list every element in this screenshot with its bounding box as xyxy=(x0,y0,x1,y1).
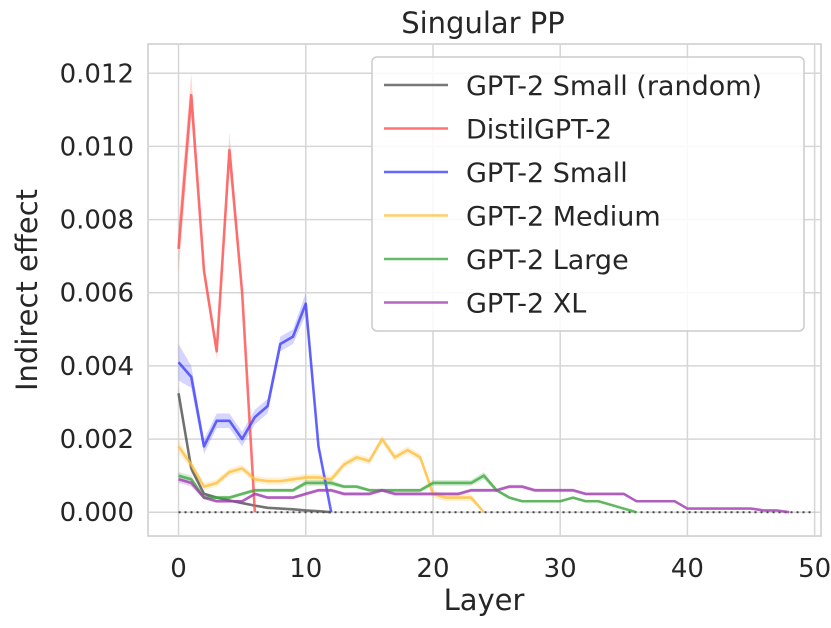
legend: GPT-2 Small (random) DistilGPT-2 GPT-2 Sma… xyxy=(371,56,805,332)
y-axis-ticks: 0.000 0.002 0.004 0.006 0.008 0.010 0.012 xyxy=(60,59,134,528)
x-tick-label: 10 xyxy=(289,554,322,584)
legend-label-gpt-2-medium: GPT-2 Medium xyxy=(466,202,661,233)
line-gpt-2-large xyxy=(178,474,637,514)
line-gpt-2-small xyxy=(177,302,333,513)
y-tick-label: 0.012 xyxy=(60,59,134,89)
y-tick-label: 0.008 xyxy=(60,206,134,236)
series-lines xyxy=(177,93,790,514)
y-tick-label: 0.000 xyxy=(60,498,134,528)
legend-label-gpt-2-small-random: GPT-2 Small (random) xyxy=(466,71,762,102)
x-tick-label: 30 xyxy=(544,554,577,584)
legend-label-gpt-2-small: GPT-2 Small xyxy=(466,158,628,189)
x-tick-label: 0 xyxy=(170,554,187,584)
legend-label-gpt-2-xl: GPT-2 XL xyxy=(466,289,586,320)
x-axis-ticks: 0 10 20 30 40 50 xyxy=(170,554,831,584)
y-tick-label: 0.010 xyxy=(60,132,134,162)
legend-label-gpt-2-large: GPT-2 Large xyxy=(466,245,629,276)
legend-label-distilgpt-2: DistilGPT-2 xyxy=(466,115,612,146)
x-tick-label: 50 xyxy=(798,554,831,584)
x-axis-title: Layer xyxy=(444,583,525,617)
line-distilgpt-2 xyxy=(177,93,257,513)
y-tick-label: 0.002 xyxy=(60,425,134,455)
x-tick-label: 20 xyxy=(416,554,449,584)
legend-frame xyxy=(371,56,805,332)
x-tick-label: 40 xyxy=(671,554,704,584)
y-tick-label: 0.006 xyxy=(60,279,134,309)
line-gpt-2-xl xyxy=(178,478,790,514)
chart-title: Singular PP xyxy=(401,6,565,40)
y-tick-label: 0.004 xyxy=(60,352,134,382)
y-axis-title: Indirect effect xyxy=(10,189,44,391)
